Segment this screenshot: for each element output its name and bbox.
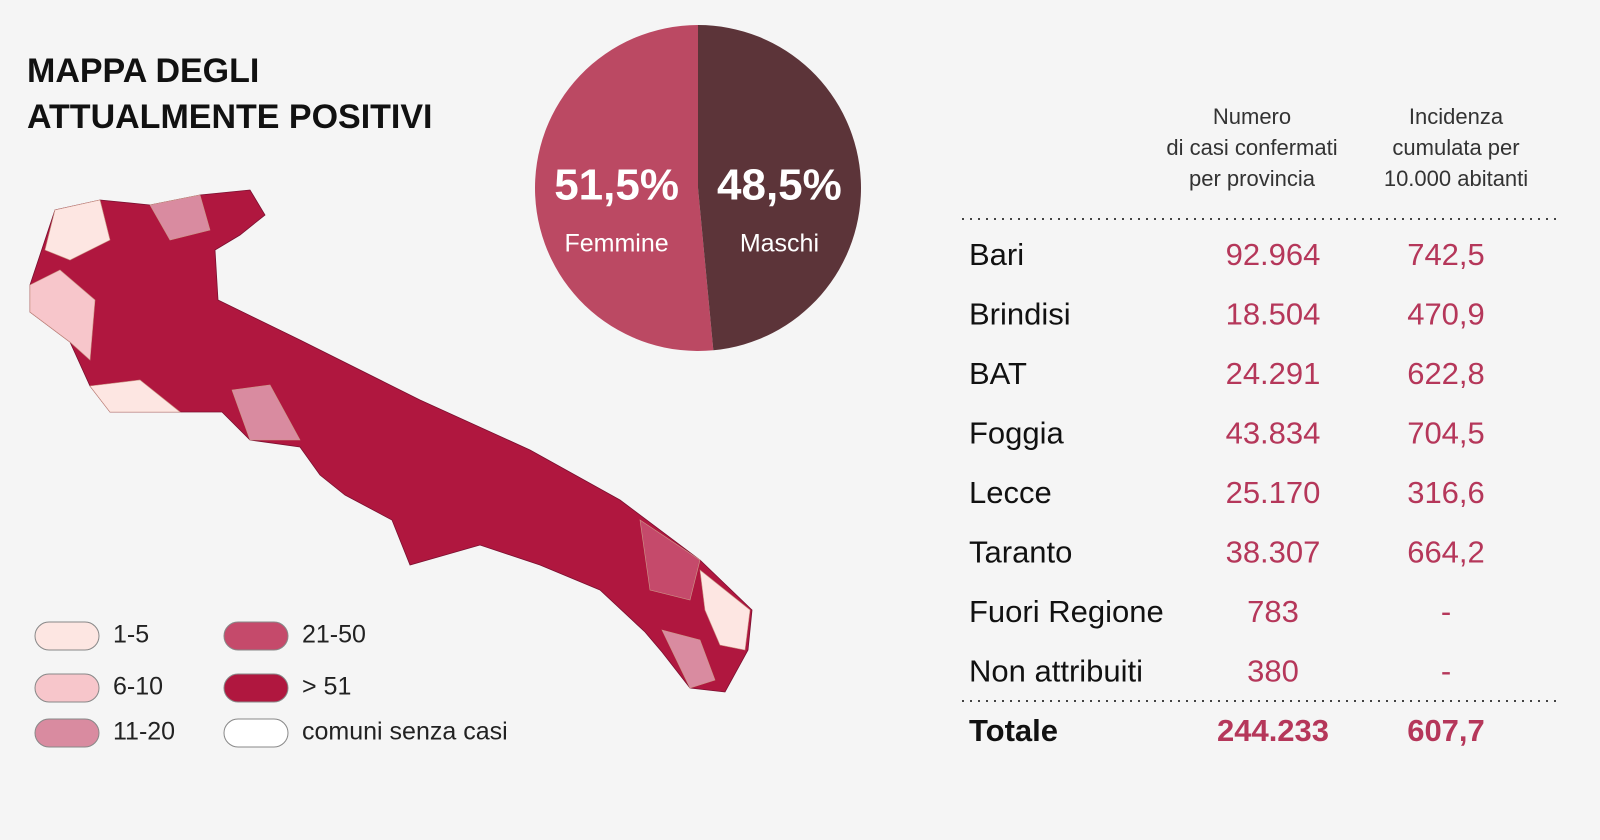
area-mid [231, 384, 301, 441]
area-light [44, 199, 111, 261]
area-light [89, 379, 181, 413]
legend-label: > 51 [302, 673, 351, 701]
table-value: 380 [1247, 654, 1299, 689]
column-header: Numero [1213, 104, 1291, 129]
legend-swatch [223, 621, 289, 651]
legend-swatch [34, 718, 100, 748]
province-name: BAT [969, 356, 1027, 391]
province-name: Brindisi [969, 297, 1071, 332]
area-light [29, 269, 96, 361]
table-value: 25.170 [1226, 475, 1321, 510]
legend-swatch [34, 621, 100, 651]
legend-label: 21-50 [302, 621, 366, 649]
table-value: 742,5 [1407, 237, 1485, 272]
pie-slice [698, 25, 862, 351]
legend-swatch [34, 673, 100, 703]
area-light [699, 569, 751, 651]
table-value: 24.291 [1226, 356, 1321, 391]
pie-value-label: 51,5% [554, 161, 679, 210]
column-header: cumulata per [1392, 135, 1519, 160]
title: MAPPA DEGLI [27, 52, 259, 90]
province-name: Bari [969, 237, 1024, 272]
map [29, 189, 753, 693]
province-name: Non attribuiti [969, 654, 1143, 689]
table-value: 704,5 [1407, 416, 1485, 451]
pie-category-label: Maschi [740, 230, 819, 258]
column-header: per provincia [1189, 166, 1316, 191]
legend-swatch [223, 673, 289, 703]
title: ATTUALMENTE POSITIVI [27, 98, 432, 136]
table-value: 92.964 [1226, 237, 1321, 272]
pie-slice [535, 25, 714, 351]
table-value: 664,2 [1407, 535, 1485, 570]
table-value: 18.504 [1226, 297, 1321, 332]
area-mid [639, 519, 701, 601]
column-header: 10.000 abitanti [1384, 166, 1528, 191]
table-value: 43.834 [1226, 416, 1321, 451]
area-mid [661, 629, 716, 689]
table-value: - [1441, 594, 1451, 629]
table-value: 622,8 [1407, 356, 1485, 391]
table-value: 38.307 [1226, 535, 1321, 570]
table-value: 783 [1247, 594, 1299, 629]
province-name: Fuori Regione [969, 594, 1164, 629]
column-header: Incidenza [1409, 104, 1504, 129]
total-value: 607,7 [1407, 713, 1485, 748]
area-mid [149, 194, 211, 241]
legend-label: comuni senza casi [302, 718, 508, 746]
column-header: di casi confermati [1166, 135, 1337, 160]
table-value: 470,9 [1407, 297, 1485, 332]
table-value: - [1441, 654, 1451, 689]
legend-label: 11-20 [113, 718, 175, 746]
pie-value-label: 48,5% [717, 161, 842, 210]
pie-category-label: Femmine [564, 230, 668, 258]
total-value: 244.233 [1217, 713, 1329, 748]
legend-label: 6-10 [113, 673, 163, 701]
legend-swatch [223, 718, 289, 748]
province-name: Foggia [969, 416, 1065, 451]
province-name: Lecce [969, 475, 1052, 510]
table-value: 316,6 [1407, 475, 1485, 510]
total-label: Totale [969, 713, 1058, 748]
legend-label: 1-5 [113, 621, 149, 649]
province-name: Taranto [969, 535, 1072, 570]
